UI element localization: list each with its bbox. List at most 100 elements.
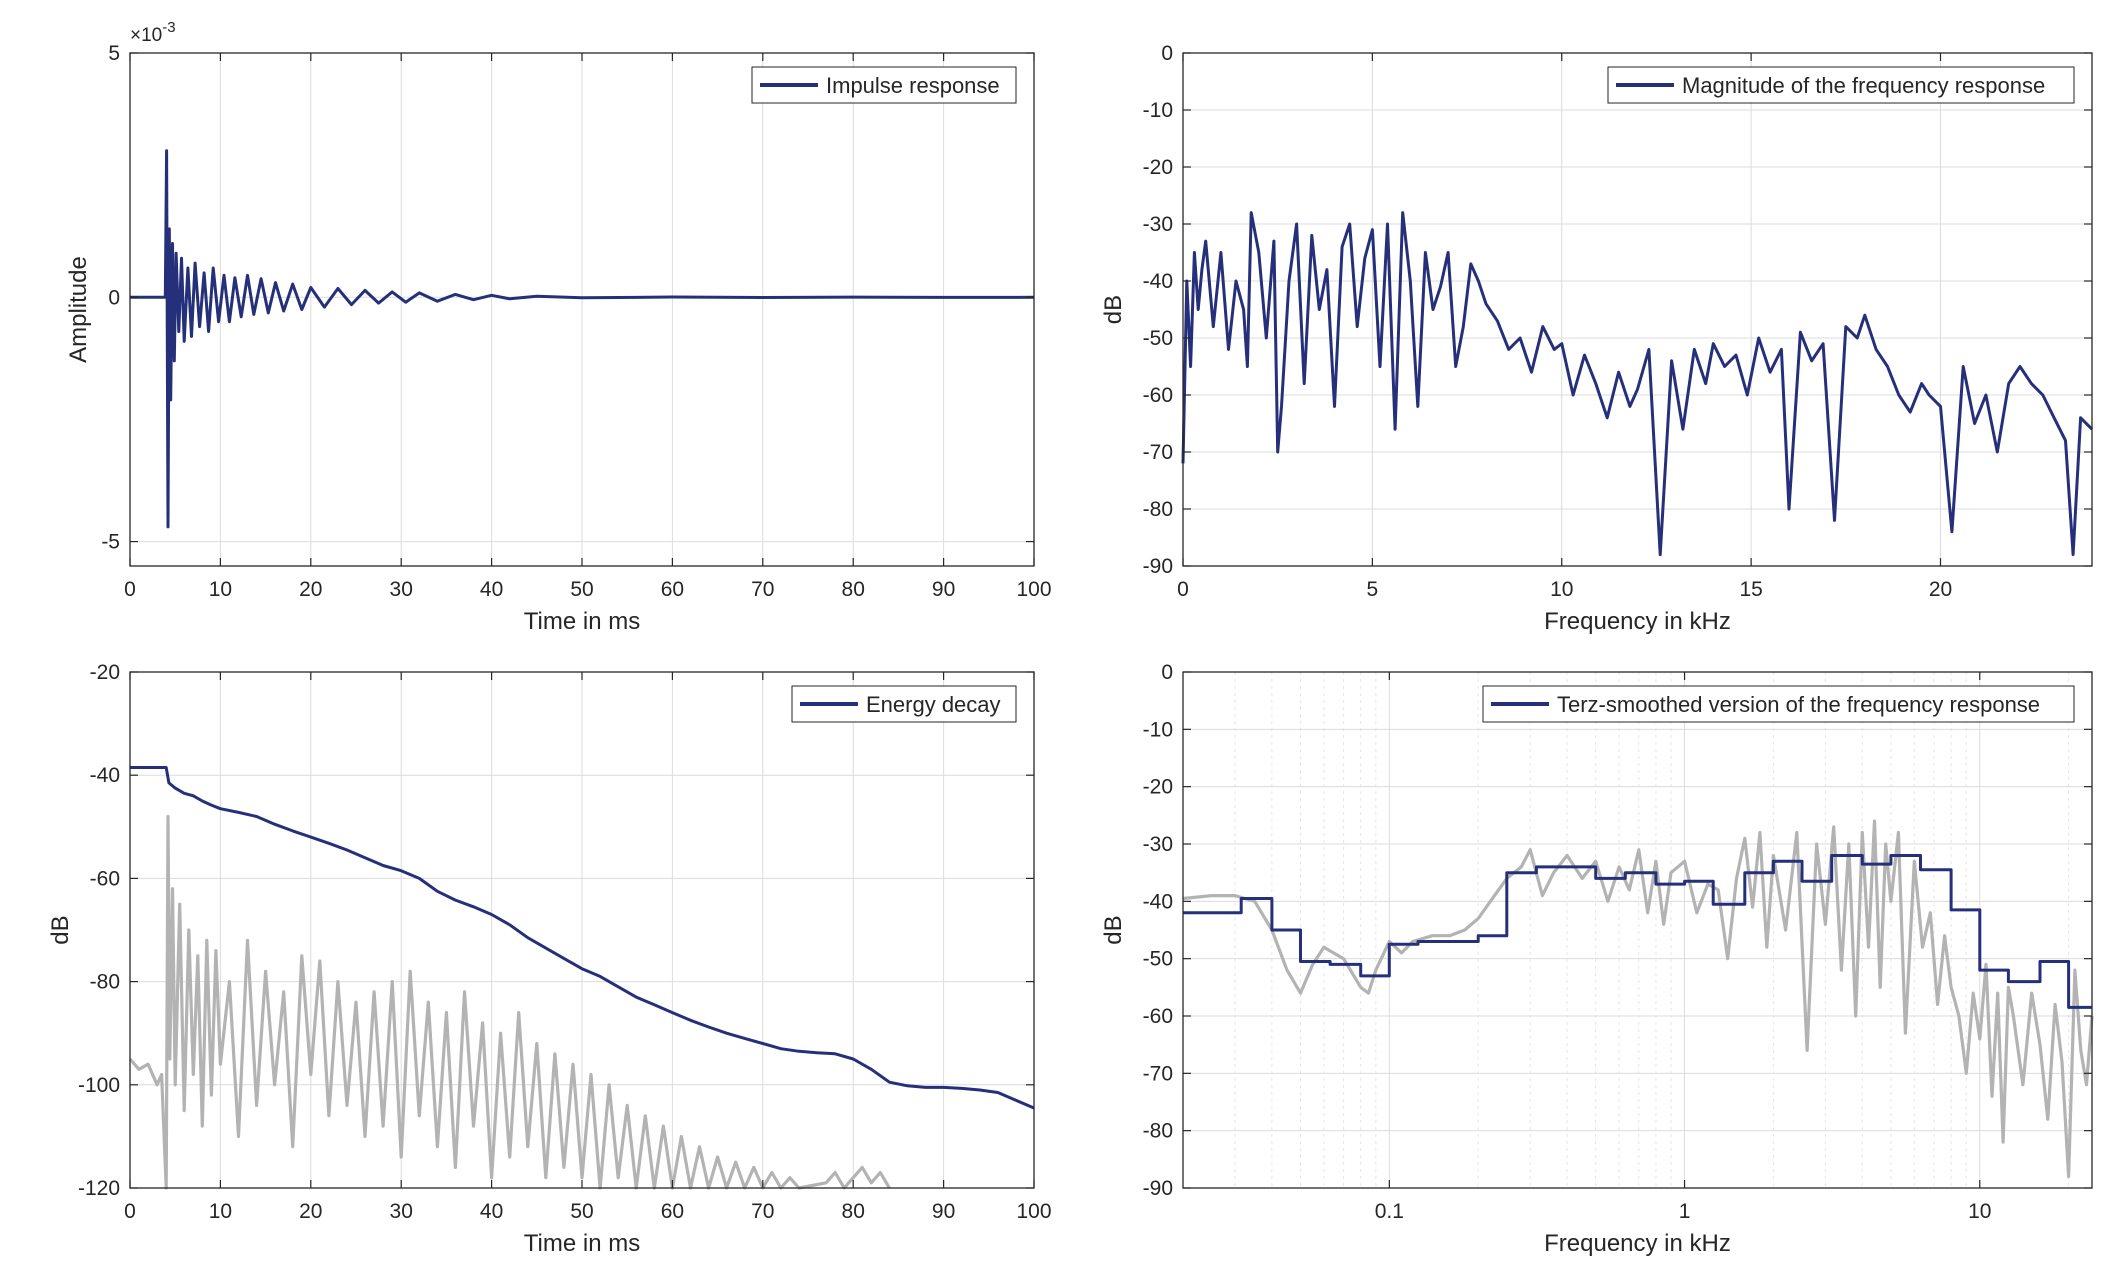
x-tick-label: 10: [1550, 578, 1573, 601]
axes-frame: [1182, 671, 2093, 1189]
y-axis-label: Amplitude: [65, 256, 92, 363]
y-tick-label: -80: [90, 971, 120, 994]
y-tick-label: -10: [1143, 718, 1173, 741]
y-tick-label: -5: [101, 531, 120, 554]
grid: [1182, 52, 2092, 567]
impulse-response-plot: 0 10 20 30 40 50 60 70 80 90 100 -5 0 5 Time in ms Am…: [65, 19, 1052, 635]
x-tick-label: 20: [299, 578, 322, 601]
y-axis-label: dB: [47, 915, 74, 944]
series-group: [130, 149, 1035, 529]
x-tick-label: 10: [1968, 1200, 1991, 1223]
y-tick-label: -20: [1143, 776, 1173, 799]
y-tick-label: -100: [78, 1074, 120, 1097]
x-tick-label: 0: [1177, 578, 1189, 601]
x-tick-label: 20: [299, 1200, 322, 1223]
y-tick-label: -80: [1143, 498, 1173, 521]
series-group: [1182, 819, 2094, 1179]
y-tick-label: 0: [1161, 42, 1173, 65]
y-tick-label: -50: [1143, 948, 1173, 971]
energy-decay-plot: 0 10 20 30 40 50 60 70 80 90 100 -20 -40 -60 -80 -100 -1…: [47, 661, 1052, 1257]
y-tick-label: -40: [1143, 890, 1173, 913]
y-exponent-base: ×10: [130, 25, 162, 46]
x-tick-label: 20: [1929, 578, 1952, 601]
x-tick-label: 10: [209, 1200, 232, 1223]
axes-frame: [1182, 52, 2093, 567]
legend-box: [1482, 685, 2075, 723]
x-tick-label: 15: [1739, 578, 1762, 601]
y-tick-label: -70: [1143, 1062, 1173, 1085]
energy-decay-line: [130, 766, 1035, 1110]
x-tick-label: 1: [1679, 1200, 1691, 1223]
x-axis-label: Time in ms: [524, 1230, 640, 1257]
x-tick-label: 100: [1016, 1200, 1051, 1223]
y-tick-label: -60: [90, 867, 120, 890]
x-tick-label: 80: [842, 1200, 865, 1223]
x-tick-label: 90: [932, 1200, 955, 1223]
series-group: [128, 766, 1035, 1190]
y-tick-label: -20: [1143, 156, 1173, 179]
y-tick-label: 0: [1161, 661, 1173, 684]
y-tick-label: 5: [108, 42, 120, 65]
y-tick-label: -30: [1143, 833, 1173, 856]
x-tick-label: 30: [390, 1200, 413, 1223]
x-tick-label: 0.1: [1375, 1200, 1404, 1223]
x-tick-label: 30: [390, 578, 413, 601]
impulse-response-line: [130, 149, 1035, 529]
y-tick-label: -120: [78, 1177, 120, 1200]
terz-smoothed-plot: 0.1 1 10 0 -10 -20 -30 -40 -50 -60 -70 -80 -90 Frequ…: [1100, 661, 2094, 1257]
y-tick-label: -10: [1143, 99, 1173, 122]
x-tick-label: 10: [209, 578, 232, 601]
y-tick-label: -40: [1143, 270, 1173, 293]
legend-entry-impulse-response: Impulse response: [826, 73, 1000, 98]
legend-entry-terz-smoothed: Terz-smoothed version of the frequency r…: [1557, 692, 2040, 717]
legend: Magnitude of the frequency response: [1607, 66, 2075, 104]
legend-entry-energy-decay: Energy decay: [866, 692, 1001, 717]
ticks: 0 10 20 30 40 50 60 70 80 90 100 -20 -40 -60 -80 -100 -1…: [78, 661, 1052, 1223]
y-tick-label: -20: [90, 661, 120, 684]
x-tick-label: 60: [661, 1200, 684, 1223]
ticks: 0 10 20 30 40 50 60 70 80 90 100 -5 0 5: [101, 42, 1051, 601]
frequency-magnitude-plot: 0 5 10 15 20 0 -10 -20 -30 -40 -50 -60 -70 -80 -90 Fre…: [1100, 42, 2094, 635]
y-exponent-power: -3: [162, 19, 175, 36]
x-tick-label: 70: [751, 1200, 774, 1223]
x-tick-label: 80: [842, 578, 865, 601]
legend-entry-magnitude: Magnitude of the frequency response: [1682, 73, 2045, 98]
y-tick-label: 0: [108, 286, 120, 309]
y-axis-label: dB: [1100, 295, 1127, 324]
y-tick-label: -80: [1143, 1120, 1173, 1143]
x-axis-label: Frequency in kHz: [1544, 1230, 1731, 1257]
legend: Energy decay: [791, 685, 1017, 723]
x-tick-label: 40: [480, 578, 503, 601]
y-tick-label: -90: [1143, 1177, 1173, 1200]
legend-box: [1607, 66, 2075, 104]
ticks: 0.1 1 10 0 -10 -20 -30 -40 -50 -60 -70 -80 -90: [1143, 661, 2092, 1223]
x-tick-label: 50: [570, 578, 593, 601]
y-axis-exponent: ×10-3: [130, 19, 176, 46]
reference-line: [128, 814, 891, 1190]
y-tick-label: -60: [1143, 384, 1173, 407]
terz-smoothed-version-of-the-frequency-response-line: [1183, 854, 2092, 1009]
y-tick-label: -50: [1143, 327, 1173, 350]
series-group: [1181, 211, 2094, 557]
ticks: 0 5 10 15 20 0 -10 -20 -30 -40 -50 -60 -70 -80 -90: [1143, 42, 2092, 601]
reference-line: [1182, 819, 2094, 1179]
magnitude-of-the-frequency-response-line: [1181, 211, 2094, 557]
x-tick-label: 0: [124, 578, 136, 601]
y-tick-label: -70: [1143, 441, 1173, 464]
x-axis-label: Frequency in kHz: [1544, 608, 1731, 635]
x-tick-label: 70: [751, 578, 774, 601]
x-tick-label: 100: [1016, 578, 1051, 601]
x-axis-label: Time in ms: [524, 608, 640, 635]
x-tick-label: 0: [124, 1200, 136, 1223]
legend: Impulse response: [751, 66, 1017, 104]
y-axis-label: dB: [1100, 915, 1127, 944]
plot-area: [1183, 672, 2092, 1188]
y-tick-label: -90: [1143, 555, 1173, 578]
x-tick-label: 5: [1367, 578, 1379, 601]
y-tick-label: -40: [90, 764, 120, 787]
x-tick-label: 60: [661, 578, 684, 601]
y-tick-label: -30: [1143, 213, 1173, 236]
x-tick-label: 50: [570, 1200, 593, 1223]
x-tick-label: 40: [480, 1200, 503, 1223]
